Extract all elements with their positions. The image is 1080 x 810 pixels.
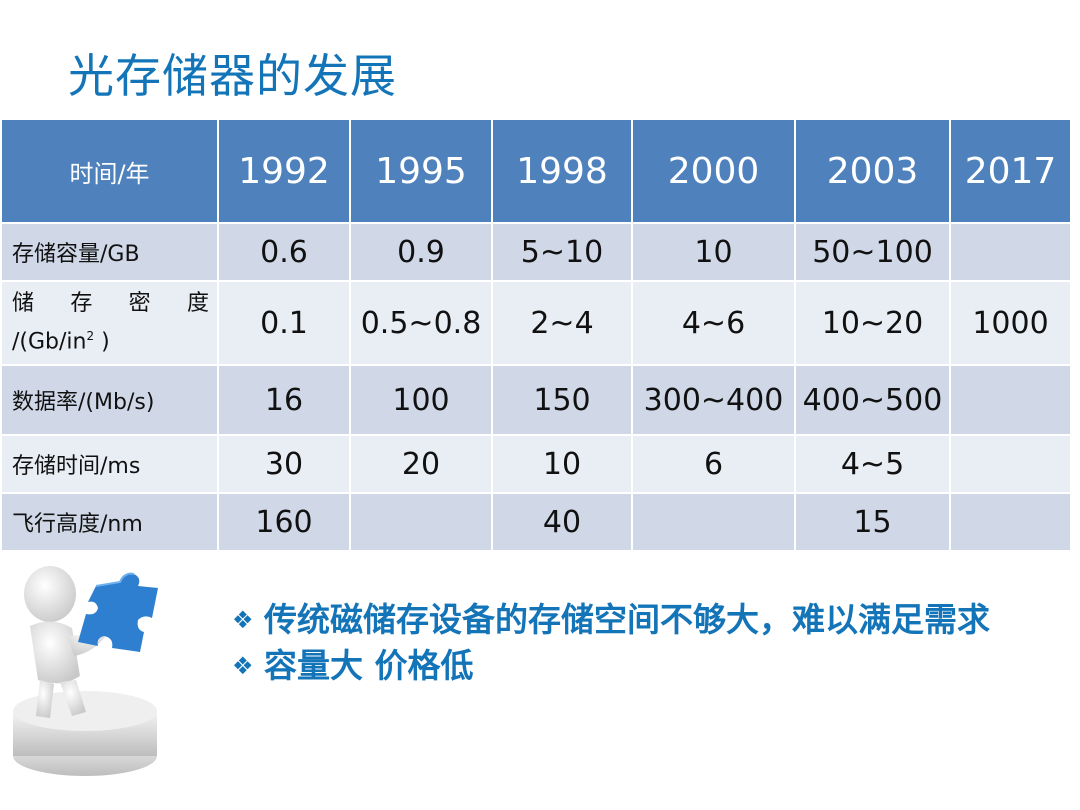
label-superscript: 2 [86,328,95,343]
table-cell: 10~20 [794,280,951,366]
table-cell: 6 [631,434,796,494]
label-char: 密 [128,290,151,316]
header-cell-year: 1992 [217,118,351,224]
diamond-bullet-icon: ❖ [232,652,254,680]
bullet-text: 容量大 价格低 [264,646,474,685]
row-label: 储 存 密 度 /(Gb/in2 ) [0,280,219,366]
table-cell: 0.9 [349,222,493,282]
table-row-storage-time: 存储时间/ms 30 20 10 6 4~5 [0,434,1072,494]
table-cell: 5~10 [491,222,633,282]
row-label: 存储时间/ms [0,434,219,494]
table-row-datarate: 数据率/(Mb/s) 16 100 150 300~400 400~500 [0,364,1072,436]
optical-storage-table: 时间/年 1992 1995 1998 2000 2003 2017 存储容量/… [0,118,1072,552]
bullet-list: ❖ 传统磁储存设备的存储空间不够大，难以满足需求 ❖ 容量大 价格低 [232,600,1032,692]
table-cell: 300~400 [631,364,796,436]
header-cell-time: 时间/年 [0,118,219,224]
table-cell: 15 [794,492,951,552]
row-label: 存储容量/GB [0,222,219,282]
table-cell: 4~5 [794,434,951,494]
table-row-flying-height: 飞行高度/nm 160 40 15 [0,492,1072,552]
header-cell-year: 2017 [949,118,1072,224]
table-cell [949,222,1072,282]
table-cell: 4~6 [631,280,796,366]
table-row-capacity: 存储容量/GB 0.6 0.9 5~10 10 50~100 [0,222,1072,282]
table-cell: 0.5~0.8 [349,280,493,366]
table-cell: 100 [349,364,493,436]
header-cell-year: 1995 [349,118,493,224]
row-label: 飞行高度/nm [0,492,219,552]
label-char: 储 [12,290,35,316]
table-cell: 1000 [949,280,1072,366]
table-cell: 10 [491,434,633,494]
table-cell: 150 [491,364,633,436]
table-cell: 20 [349,434,493,494]
table-cell: 40 [491,492,633,552]
table-cell: 0.6 [217,222,351,282]
table-row-density: 储 存 密 度 /(Gb/in2 ) 0.1 0.5~0.8 2~4 4~6 1… [0,280,1072,366]
table-cell: 2~4 [491,280,633,366]
table-cell: 16 [217,364,351,436]
header-cell-year: 2003 [794,118,951,224]
table-cell [631,492,796,552]
table-cell [949,434,1072,494]
table-header-row: 时间/年 1992 1995 1998 2000 2003 2017 [0,118,1072,224]
label-char: 存 [70,290,93,316]
table-cell [349,492,493,552]
slide-title: 光存储器的发展 [68,49,397,103]
table-cell [949,364,1072,436]
table-cell: 0.1 [217,280,351,366]
label-char: 度 [186,290,209,316]
table-cell: 30 [217,434,351,494]
bullet-item: ❖ 传统磁储存设备的存储空间不够大，难以满足需求 [232,600,1032,640]
table-cell: 160 [217,492,351,552]
row-label: 数据率/(Mb/s) [0,364,219,436]
diamond-bullet-icon: ❖ [232,606,254,634]
header-cell-year: 2000 [631,118,796,224]
table-cell [949,492,1072,552]
bullet-text: 传统磁储存设备的存储空间不够大，难以满足需求 [264,600,990,639]
bullet-item: ❖ 容量大 价格低 [232,646,1032,686]
label-unit: /(Gb/in [12,329,87,355]
puzzle-figure-illustration [0,556,240,806]
puzzle-figure-image [13,566,158,776]
table-cell: 400~500 [794,364,951,436]
table-cell: 50~100 [794,222,951,282]
header-cell-year: 1998 [491,118,633,224]
label-unit-tail: ) [94,329,110,355]
table-cell: 10 [631,222,796,282]
